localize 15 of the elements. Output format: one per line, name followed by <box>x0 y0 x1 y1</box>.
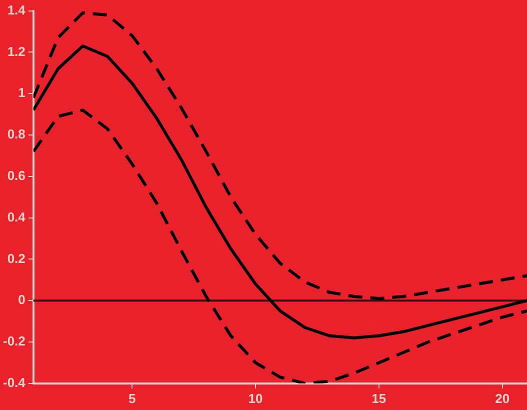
x-tick-label: 5 <box>128 390 136 406</box>
y-tick-label: -0.2 <box>2 334 26 349</box>
y-tick-label: 1 <box>18 85 26 100</box>
y-tick-label: 0.6 <box>7 168 26 183</box>
y-tick-label: 0 <box>18 292 26 308</box>
x-tick-label: 20 <box>495 390 510 406</box>
line-series <box>33 11 527 300</box>
x-tick-label: 15 <box>372 390 386 406</box>
y-tick-label: 0.8 <box>7 126 26 142</box>
x-tick-label: 10 <box>248 390 263 406</box>
y-tick-label: 0.2 <box>7 250 26 266</box>
y-tick-label: 1.4 <box>7 2 26 18</box>
y-tick-label: 1.2 <box>7 44 26 59</box>
y-tick-label: -0.4 <box>2 374 26 390</box>
y-tick-label: 0.4 <box>7 209 26 224</box>
